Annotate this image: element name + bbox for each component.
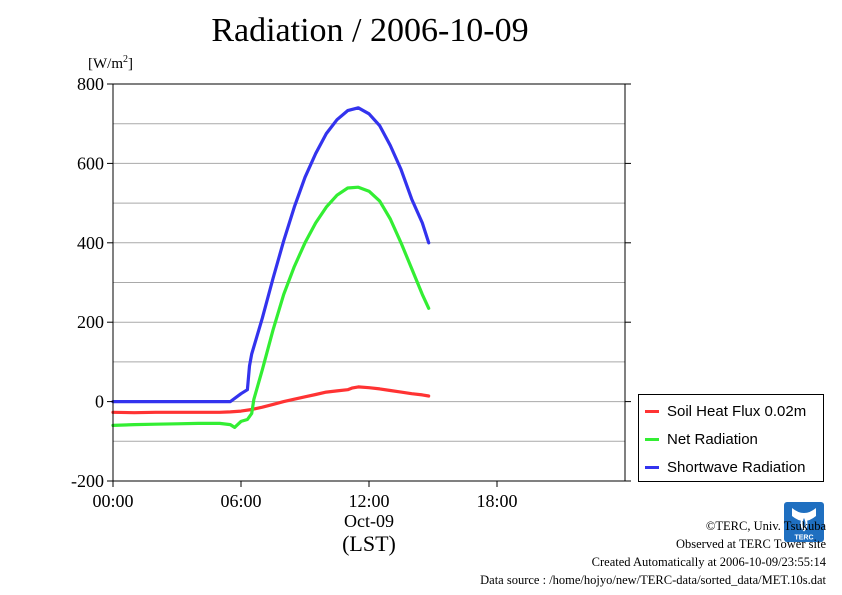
- y-tick-label: 400: [77, 233, 104, 253]
- credit-data-source: Data source : /home/hojyo/new/TERC-data/…: [480, 573, 826, 587]
- svg-text:TERC: TERC: [794, 535, 813, 542]
- unit-label-main: [W/m: [88, 56, 123, 72]
- legend-label-net-radiation: Net Radiation: [667, 430, 758, 448]
- unit-label-end: ]: [128, 56, 133, 72]
- legend-swatch-net-radiation: [645, 437, 659, 441]
- chart-legend: Soil Heat Flux 0.02m Net Radiation Short…: [638, 394, 824, 482]
- y-tick-label: 600: [77, 153, 104, 173]
- y-tick-label: 800: [77, 74, 104, 94]
- legend-swatch-soil-heat-flux: [645, 409, 659, 413]
- y-axis-unit-label: [W/m2]: [88, 54, 133, 73]
- terc-logo-icon: TERC: [784, 502, 824, 542]
- chart-title: Radiation / 2006-10-09: [211, 12, 529, 49]
- series-line-shortwave-radiation: [111, 106, 431, 404]
- legend-swatch-shortwave-radiation: [645, 465, 659, 469]
- grid-lines: [113, 123, 625, 442]
- unit-label-superscript: 2: [123, 54, 128, 65]
- legend-label-shortwave-radiation: Shortwave Radiation: [667, 458, 806, 476]
- legend-item-net-radiation: Net Radiation: [645, 427, 821, 451]
- axis-ticks: [107, 83, 631, 487]
- legend-item-shortwave-radiation: Shortwave Radiation: [645, 455, 821, 479]
- axis-tick-labels: -200 0 200 400 600 800 00:00 06:00 12:00 18:00: [71, 74, 518, 511]
- x-tick-label: 06:00: [220, 491, 261, 511]
- x-axis-timezone-label: (LST): [342, 531, 396, 556]
- legend-item-soil-heat-flux: Soil Heat Flux 0.02m: [645, 399, 821, 423]
- credit-created-time: Created Automatically at 2006-10-09/23:5…: [591, 555, 826, 569]
- series-line-net-radiation: [111, 185, 431, 429]
- credit-copyright: ©TERC, Univ. Tsukuba: [705, 519, 826, 533]
- y-tick-label: 200: [77, 312, 104, 332]
- x-axis-date-label: Oct-09: [344, 511, 394, 531]
- x-tick-label: 12:00: [348, 491, 389, 511]
- series-layer: [111, 106, 431, 429]
- legend-label-soil-heat-flux: Soil Heat Flux 0.02m: [667, 402, 807, 420]
- x-tick-label: 18:00: [476, 491, 517, 511]
- series-line-soil-heat-flux-0-02m: [111, 385, 431, 415]
- credit-observed-site: Observed at TERC Tower site: [675, 537, 826, 551]
- x-tick-label: 00:00: [92, 491, 133, 511]
- y-tick-label: -200: [71, 471, 104, 491]
- y-tick-label: 0: [95, 392, 104, 412]
